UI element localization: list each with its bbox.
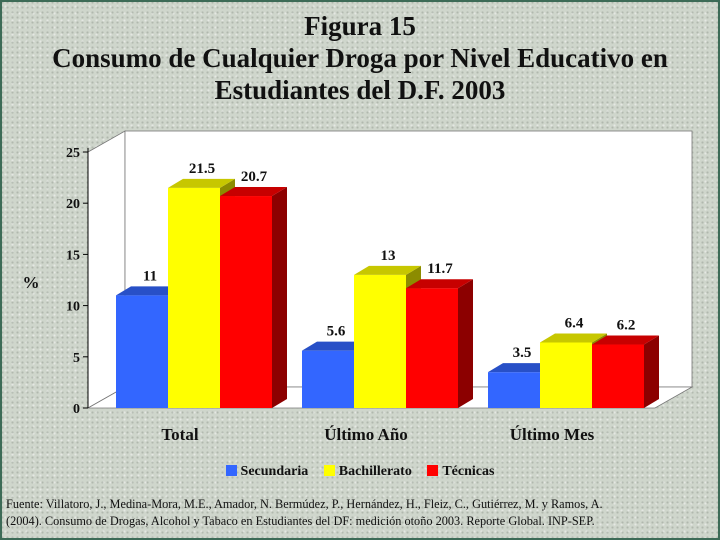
legend-item-tecnicas: Técnicas <box>427 464 494 480</box>
y-tick-label: 20 <box>66 197 80 212</box>
legend-swatch-secundaria <box>225 465 237 476</box>
data-label-bachillerato-ultimo-mes: 6.4 <box>565 315 584 331</box>
bar-top-bachillerato-ultimo-mes <box>540 333 607 343</box>
bar-top-secundaria-total <box>116 286 183 296</box>
bar-bachillerato-total <box>168 187 220 408</box>
data-label-tecnicas-ultimo-mes: 6.2 <box>617 318 636 334</box>
bar-tecnicas-ultimo-ano <box>406 288 458 408</box>
bar-top-bachillerato-total <box>168 178 235 188</box>
legend-item-bachillerato: Bachillerato <box>323 464 412 480</box>
y-tick-label: 10 <box>66 300 80 315</box>
title-line-2: Consumo de Cualquier Droga por Nivel Edu… <box>52 43 668 73</box>
bar-tecnicas-total <box>220 196 272 408</box>
legend-label-tecnicas: Técnicas <box>442 464 495 479</box>
bar-top-secundaria-ultimo-ano <box>302 341 369 351</box>
legend-label-bachillerato: Bachillerato <box>338 464 412 479</box>
data-label-tecnicas-total: 20.7 <box>241 169 268 185</box>
y-tick-label: 15 <box>66 248 80 263</box>
bar-secundaria-ultimo-ano <box>302 350 354 408</box>
source-line-1: Fuente: Villatoro, J., Medina-Mora, M.E.… <box>6 497 603 511</box>
chart-title: Figura 15 Consumo de Cualquier Droga por… <box>0 10 720 106</box>
data-label-bachillerato-total: 21.5 <box>189 161 215 177</box>
bar-top-tecnicas-total <box>220 187 287 197</box>
bar-bachillerato-ultimo-ano <box>354 274 406 408</box>
bar-tecnicas-ultimo-mes <box>592 344 644 408</box>
bar-top-secundaria-ultimo-mes <box>488 363 555 373</box>
bar-side-tecnicas-ultimo-ano <box>458 279 473 408</box>
bar-secundaria-total <box>116 295 168 408</box>
y-tick-label: 25 <box>66 146 80 161</box>
data-label-secundaria-total: 11 <box>143 268 157 284</box>
y-tick-label: 5 <box>73 351 80 366</box>
bar-side-tecnicas-ultimo-mes <box>644 335 659 408</box>
bar-secundaria-ultimo-mes <box>488 372 540 408</box>
data-label-secundaria-ultimo-ano: 5.6 <box>327 324 346 340</box>
bar-top-tecnicas-ultimo-mes <box>592 335 659 345</box>
bar-top-tecnicas-ultimo-ano <box>406 279 473 289</box>
x-tick-label-ultimo-mes: Último Mes <box>510 425 595 444</box>
legend: Secundaria Bachillerato Técnicas <box>0 464 720 480</box>
title-line-1: Figura 15 <box>304 11 416 41</box>
legend-swatch-bachillerato <box>323 465 335 476</box>
title-line-3: Estudiantes del D.F. 2003 <box>214 75 506 105</box>
x-tick-label-ultimo-ano: Último Año <box>324 425 408 444</box>
data-label-bachillerato-ultimo-ano: 13 <box>381 248 396 264</box>
bar-side-tecnicas-total <box>272 187 287 408</box>
source-note: Fuente: Villatoro, J., Medina-Mora, M.E.… <box>6 496 714 530</box>
y-tick-label: 0 <box>73 402 80 417</box>
data-label-tecnicas-ultimo-ano: 11.7 <box>427 261 453 277</box>
bar-bachillerato-ultimo-mes <box>540 342 592 408</box>
legend-item-secundaria: Secundaria <box>225 464 309 480</box>
data-label-secundaria-ultimo-mes: 3.5 <box>513 345 532 361</box>
bar-top-bachillerato-ultimo-ano <box>354 265 421 275</box>
source-line-2: (2004). Consumo de Drogas, Alcohol y Tab… <box>6 514 595 528</box>
y-axis-label: % <box>23 273 40 292</box>
legend-label-secundaria: Secundaria <box>240 464 309 479</box>
x-tick-label-total: Total <box>161 425 198 444</box>
legend-swatch-tecnicas <box>427 465 439 476</box>
